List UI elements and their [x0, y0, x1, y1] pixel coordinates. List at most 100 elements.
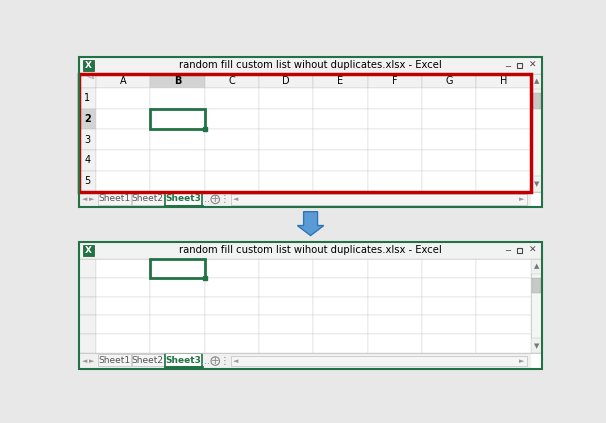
Bar	[476, 335, 531, 353]
Bar	[205, 335, 259, 353]
Text: ►: ►	[88, 358, 94, 364]
Bar	[79, 316, 96, 335]
Bar	[313, 316, 368, 335]
Polygon shape	[298, 212, 324, 236]
Bar	[79, 277, 96, 297]
Text: 5: 5	[84, 176, 90, 186]
Bar	[476, 316, 531, 335]
Text: ▲: ▲	[534, 79, 539, 85]
Bar	[531, 258, 542, 274]
Bar	[150, 88, 205, 109]
Bar	[422, 335, 476, 353]
Bar	[259, 335, 313, 353]
Text: +: +	[211, 356, 219, 366]
Bar	[313, 109, 368, 129]
Bar	[79, 258, 531, 353]
Text: Sheet3: Sheet3	[165, 356, 201, 365]
Bar	[259, 258, 313, 277]
Bar	[368, 258, 422, 277]
Text: C: C	[228, 76, 235, 86]
Text: Sheet1: Sheet1	[98, 356, 130, 365]
Bar	[313, 258, 368, 277]
Text: ►: ►	[88, 196, 94, 202]
Bar	[79, 258, 96, 277]
Bar	[259, 277, 313, 297]
Bar	[313, 297, 368, 316]
Bar	[96, 335, 150, 353]
Bar	[259, 297, 313, 316]
Bar	[205, 109, 259, 129]
Text: ...: ...	[201, 356, 210, 366]
Bar	[79, 74, 531, 192]
Text: 4: 4	[84, 156, 90, 165]
Bar	[205, 129, 259, 150]
Bar	[205, 258, 259, 277]
Bar	[517, 248, 522, 253]
Bar	[531, 338, 542, 353]
Bar	[96, 109, 150, 129]
Bar	[313, 335, 368, 353]
Bar	[96, 88, 150, 109]
Bar	[231, 356, 527, 366]
Bar	[368, 297, 422, 316]
Text: Sheet2: Sheet2	[132, 356, 164, 365]
Bar	[259, 171, 313, 192]
Bar	[259, 150, 313, 171]
Bar	[150, 258, 205, 277]
Bar	[98, 354, 131, 366]
Bar	[132, 354, 164, 366]
Bar	[476, 88, 531, 109]
Bar	[132, 192, 164, 205]
Bar	[313, 74, 368, 88]
Bar	[313, 88, 368, 109]
Bar	[368, 74, 422, 88]
Text: D: D	[282, 76, 290, 86]
Text: ◄: ◄	[233, 196, 238, 202]
Bar	[422, 74, 476, 88]
Bar	[79, 150, 96, 171]
Bar	[368, 316, 422, 335]
Text: B: B	[174, 76, 181, 86]
Bar	[79, 353, 531, 369]
Bar	[98, 192, 131, 205]
Bar	[476, 258, 531, 277]
Bar	[532, 93, 541, 109]
Text: random fill custom list wihout duplicates.xlsx - Excel: random fill custom list wihout duplicate…	[179, 245, 442, 255]
Text: ►: ►	[519, 196, 525, 202]
Text: ⋮: ⋮	[220, 356, 230, 366]
Bar	[368, 277, 422, 297]
Bar	[313, 129, 368, 150]
Text: ▲: ▲	[534, 264, 539, 269]
Text: X: X	[85, 246, 92, 255]
Bar	[368, 150, 422, 171]
Bar	[79, 88, 96, 109]
Bar	[476, 297, 531, 316]
Bar	[531, 74, 542, 89]
Bar	[531, 176, 542, 192]
Bar	[79, 57, 542, 207]
Bar	[313, 171, 368, 192]
Text: ✕: ✕	[529, 246, 537, 255]
Bar	[205, 316, 259, 335]
Text: ⋮: ⋮	[220, 195, 230, 204]
Bar	[231, 194, 527, 205]
Bar	[96, 171, 150, 192]
Bar	[422, 109, 476, 129]
Bar	[368, 335, 422, 353]
Bar	[368, 109, 422, 129]
Bar	[79, 109, 96, 129]
Bar	[79, 242, 542, 369]
Bar	[205, 297, 259, 316]
Text: ►: ►	[519, 358, 525, 364]
Bar	[79, 297, 96, 316]
Bar	[313, 150, 368, 171]
Bar	[96, 316, 150, 335]
Bar	[83, 245, 93, 255]
Bar	[79, 129, 96, 150]
Bar	[96, 277, 150, 297]
Bar	[476, 277, 531, 297]
Text: ◄: ◄	[82, 196, 87, 202]
Bar	[517, 63, 522, 69]
Bar	[150, 74, 205, 88]
Bar	[79, 192, 531, 207]
